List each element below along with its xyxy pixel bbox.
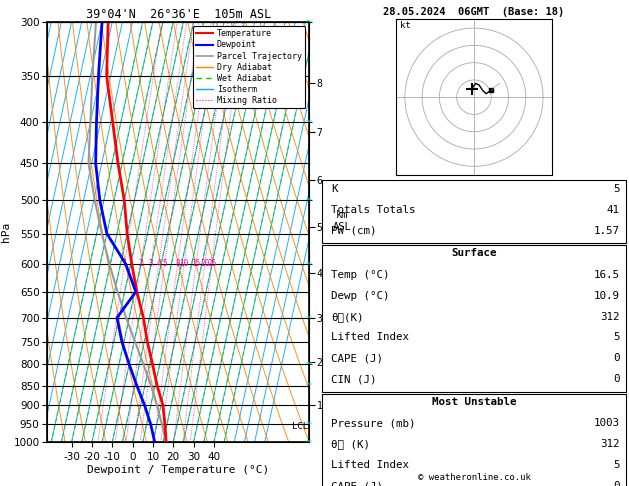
X-axis label: Dewpoint / Temperature (°C): Dewpoint / Temperature (°C) — [87, 465, 269, 475]
Text: 0: 0 — [613, 353, 620, 364]
Text: 4: 4 — [157, 260, 161, 268]
Text: 1.57: 1.57 — [594, 226, 620, 236]
Text: CAPE (J): CAPE (J) — [331, 353, 383, 364]
Bar — [322, 245, 626, 392]
Text: Surface: Surface — [451, 248, 497, 259]
Text: ~: ~ — [306, 17, 313, 27]
Legend: Temperature, Dewpoint, Parcel Trajectory, Dry Adiabat, Wet Adiabat, Isotherm, Mi: Temperature, Dewpoint, Parcel Trajectory… — [193, 26, 305, 108]
Text: LCL: LCL — [292, 422, 308, 432]
Text: 2: 2 — [138, 260, 143, 268]
Text: 5: 5 — [613, 184, 620, 194]
Text: Dewp (°C): Dewp (°C) — [331, 291, 390, 301]
Text: 5: 5 — [613, 460, 620, 470]
Text: Totals Totals: Totals Totals — [331, 205, 416, 215]
Text: CAPE (J): CAPE (J) — [331, 481, 383, 486]
Text: Most Unstable: Most Unstable — [431, 397, 516, 407]
Text: kt: kt — [399, 21, 410, 30]
Y-axis label: hPa: hPa — [1, 222, 11, 242]
Text: Lifted Index: Lifted Index — [331, 332, 409, 343]
Text: 0: 0 — [613, 374, 620, 384]
Text: 5: 5 — [162, 260, 167, 268]
Text: 312: 312 — [600, 312, 620, 322]
Bar — [322, 394, 626, 486]
Text: 3: 3 — [149, 260, 153, 268]
Text: 1003: 1003 — [594, 418, 620, 429]
Text: 15: 15 — [191, 260, 201, 268]
Text: 16.5: 16.5 — [594, 270, 620, 280]
Text: ~: ~ — [306, 312, 313, 323]
Text: Pressure (mb): Pressure (mb) — [331, 418, 416, 429]
Bar — [322, 180, 626, 243]
Text: 28.05.2024  06GMT  (Base: 18): 28.05.2024 06GMT (Base: 18) — [383, 7, 565, 17]
Text: ~: ~ — [306, 419, 313, 429]
Text: 20: 20 — [200, 260, 209, 268]
Text: Lifted Index: Lifted Index — [331, 460, 409, 470]
Text: ~: ~ — [306, 259, 313, 269]
Text: 41: 41 — [607, 205, 620, 215]
Text: CIN (J): CIN (J) — [331, 374, 377, 384]
Text: θᴇ(K): θᴇ(K) — [331, 312, 364, 322]
Text: 312: 312 — [600, 439, 620, 450]
Title: 39°04'N  26°36'E  105m ASL: 39°04'N 26°36'E 105m ASL — [86, 8, 271, 21]
Text: © weatheronline.co.uk: © weatheronline.co.uk — [418, 473, 530, 482]
Text: K: K — [331, 184, 338, 194]
Text: 5: 5 — [613, 332, 620, 343]
Text: ~: ~ — [306, 380, 313, 390]
Text: 0: 0 — [613, 481, 620, 486]
Text: θᴇ (K): θᴇ (K) — [331, 439, 370, 450]
Text: 1: 1 — [122, 260, 127, 268]
Text: PW (cm): PW (cm) — [331, 226, 377, 236]
Text: 10.9: 10.9 — [594, 291, 620, 301]
Text: ~: ~ — [306, 437, 313, 447]
Text: ~: ~ — [306, 117, 313, 127]
Text: 10: 10 — [179, 260, 189, 268]
Text: ~: ~ — [306, 359, 313, 369]
Text: ~: ~ — [306, 195, 313, 205]
Text: Temp (°C): Temp (°C) — [331, 270, 390, 280]
Y-axis label: km
ASL: km ASL — [332, 210, 351, 232]
Text: 8: 8 — [175, 260, 180, 268]
Text: 25: 25 — [207, 260, 216, 268]
